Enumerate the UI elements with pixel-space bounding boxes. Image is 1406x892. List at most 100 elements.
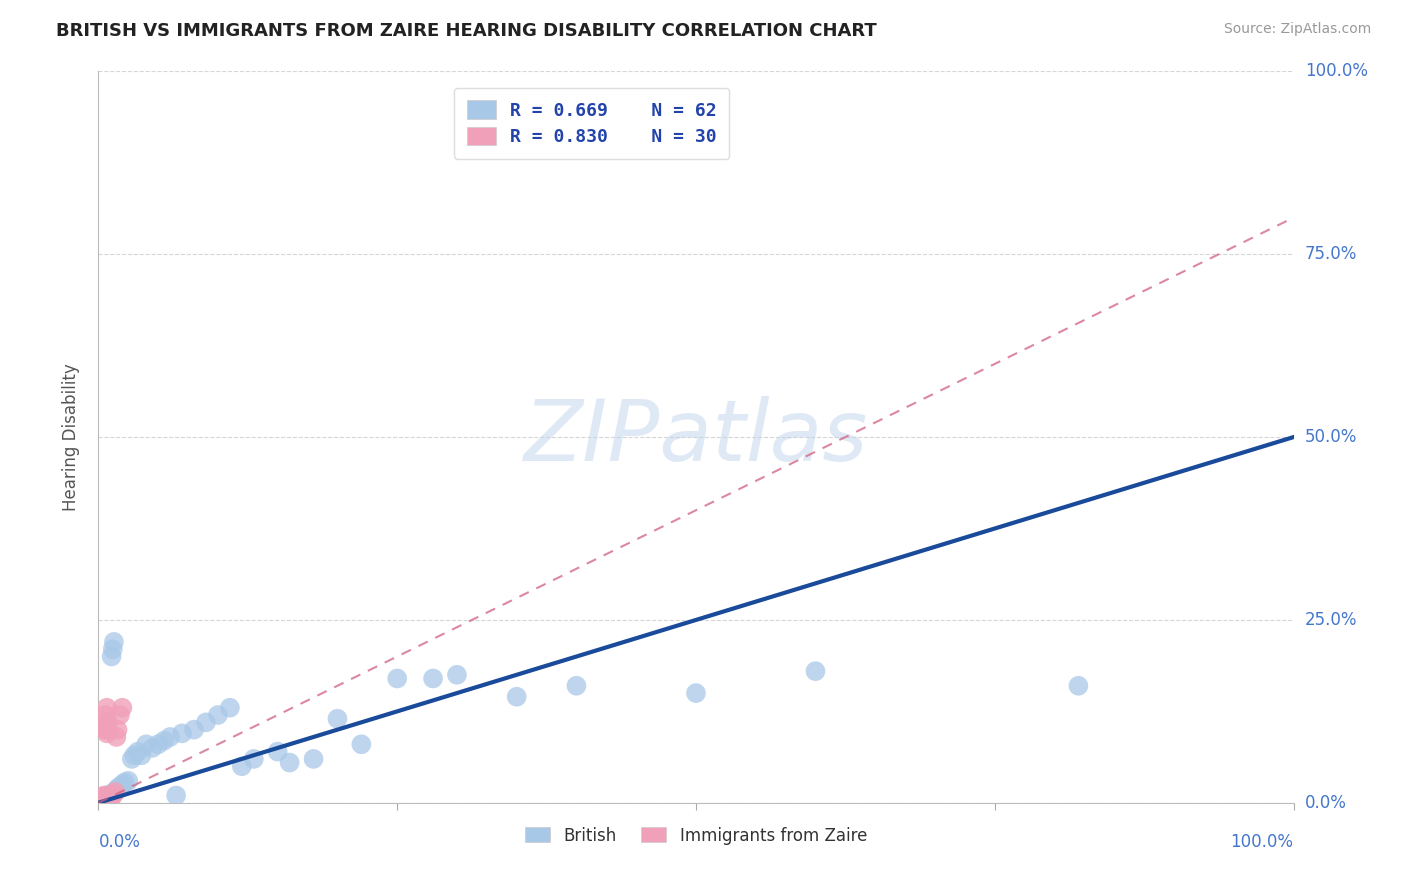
Point (104, 785, 127, 799)
Text: 0.0%: 0.0% (98, 833, 141, 851)
Point (565, 679, 588, 693)
Point (93, 789, 115, 804)
Point (98, 789, 121, 803)
Point (97, 715, 120, 730)
Point (89, 794, 111, 808)
Point (90, 794, 112, 808)
Point (94, 790, 117, 805)
Point (96, 789, 118, 804)
Point (111, 778, 134, 792)
Point (93, 792, 115, 806)
Point (89, 794, 111, 808)
Point (1067, 679, 1090, 693)
Point (231, 759, 253, 773)
Point (108, 780, 131, 794)
Point (91, 793, 114, 807)
Point (89, 794, 111, 808)
Point (96, 791, 118, 805)
Point (302, 752, 325, 766)
Point (93, 790, 115, 805)
Point (100, 649, 122, 664)
Point (159, 730, 181, 744)
Point (385, 672, 409, 686)
Point (104, 785, 127, 799)
Point (101, 642, 124, 657)
Point (96, 700, 118, 714)
Point (131, 748, 153, 763)
Point (207, 708, 229, 723)
Point (195, 715, 218, 730)
Point (165, 789, 187, 803)
Point (243, 752, 266, 766)
Text: BRITISH VS IMMIGRANTS FROM ZAIRE HEARING DISABILITY CORRELATION CHART: BRITISH VS IMMIGRANTS FROM ZAIRE HEARING… (56, 22, 877, 40)
Point (172, 726, 194, 740)
Point (107, 781, 129, 796)
Point (153, 733, 176, 747)
Point (117, 773, 139, 788)
Point (90, 793, 112, 807)
Point (446, 667, 468, 681)
Point (98, 792, 121, 806)
Point (219, 700, 242, 714)
Point (103, 787, 125, 801)
Point (91, 792, 114, 806)
Point (350, 737, 373, 751)
Point (91, 790, 114, 805)
Point (141, 740, 163, 755)
Point (97, 789, 120, 804)
Point (124, 748, 146, 763)
Point (90, 793, 112, 807)
Point (91, 793, 114, 807)
Text: 0.0%: 0.0% (1305, 794, 1347, 812)
Point (91, 789, 114, 804)
Point (685, 686, 707, 700)
Point (278, 756, 301, 770)
Point (93, 791, 115, 805)
Point (94, 791, 117, 805)
Point (98, 787, 122, 801)
Text: ZIPatlas: ZIPatlas (524, 395, 868, 479)
Point (96, 726, 118, 740)
Point (90, 794, 112, 808)
Point (105, 730, 128, 744)
Point (103, 635, 125, 649)
Point (183, 723, 205, 737)
Text: 75.0%: 75.0% (1305, 245, 1357, 263)
Text: 25.0%: 25.0% (1305, 611, 1357, 629)
Point (148, 737, 170, 751)
Point (267, 745, 290, 759)
Point (111, 700, 134, 714)
Point (326, 712, 349, 726)
Point (96, 790, 118, 805)
Point (91, 789, 114, 804)
Y-axis label: Hearing Disability: Hearing Disability (62, 363, 80, 511)
Point (91, 791, 114, 805)
Point (114, 775, 136, 789)
Point (93, 723, 115, 737)
Point (98, 791, 122, 805)
Point (108, 708, 131, 723)
Point (135, 737, 157, 751)
Point (804, 664, 827, 678)
Point (127, 745, 149, 759)
Point (91, 791, 114, 805)
Point (93, 789, 115, 803)
Point (91, 792, 114, 806)
Point (91, 792, 114, 806)
Point (90, 792, 112, 806)
Text: 100.0%: 100.0% (1305, 62, 1368, 80)
Text: 50.0%: 50.0% (1305, 428, 1357, 446)
Point (121, 752, 143, 766)
Legend: British, Immigrants from Zaire: British, Immigrants from Zaire (516, 818, 876, 853)
Point (91, 794, 114, 808)
Point (422, 672, 444, 686)
Point (97, 789, 120, 804)
Text: Source: ZipAtlas.com: Source: ZipAtlas.com (1223, 22, 1371, 37)
Point (105, 783, 128, 797)
Point (107, 723, 129, 737)
Point (97, 723, 120, 737)
Text: 100.0%: 100.0% (1230, 833, 1294, 851)
Point (98, 789, 122, 803)
Point (94, 715, 117, 730)
Point (101, 789, 124, 803)
